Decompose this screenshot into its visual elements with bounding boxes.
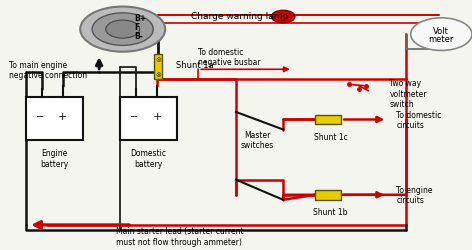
Text: +: + bbox=[58, 112, 67, 122]
Bar bbox=[154, 55, 162, 80]
Circle shape bbox=[411, 19, 472, 51]
Text: meter: meter bbox=[429, 35, 454, 44]
Text: B+: B+ bbox=[135, 14, 146, 23]
Text: To engine
circuits: To engine circuits bbox=[396, 185, 433, 205]
Text: Two way
voltmeter
switch: Two way voltmeter switch bbox=[389, 79, 427, 108]
Text: Shunt 1b: Shunt 1b bbox=[313, 207, 348, 216]
Circle shape bbox=[271, 11, 295, 24]
Text: +: + bbox=[152, 112, 162, 122]
Text: ⊗: ⊗ bbox=[155, 72, 161, 78]
Circle shape bbox=[80, 8, 165, 52]
Circle shape bbox=[92, 14, 153, 46]
Text: Main starter lead (starter current
must not flow through ammeter): Main starter lead (starter current must … bbox=[116, 226, 243, 246]
Text: To domestic
negative busbar: To domestic negative busbar bbox=[198, 48, 261, 67]
Bar bbox=[315, 115, 341, 125]
Circle shape bbox=[106, 21, 140, 39]
Text: −: − bbox=[130, 112, 139, 122]
Text: B-: B- bbox=[135, 32, 143, 41]
Text: Shunt 1c: Shunt 1c bbox=[313, 132, 347, 141]
Text: Domestic
battery: Domestic battery bbox=[131, 149, 167, 168]
Text: Master
switches: Master switches bbox=[241, 130, 274, 150]
Text: Volt: Volt bbox=[433, 27, 449, 36]
Text: F: F bbox=[135, 23, 140, 32]
Bar bbox=[26, 98, 83, 140]
Text: To main engine
negative connection: To main engine negative connection bbox=[9, 60, 88, 80]
Bar bbox=[120, 98, 177, 140]
Text: Engine
battery: Engine battery bbox=[40, 149, 68, 168]
Bar bbox=[315, 190, 341, 200]
Text: −: − bbox=[36, 112, 44, 122]
Text: ⊗: ⊗ bbox=[155, 57, 161, 63]
Text: To domestic
circuits: To domestic circuits bbox=[396, 110, 442, 130]
Text: Charge warning lamp: Charge warning lamp bbox=[191, 12, 288, 21]
Text: Shunt 1a: Shunt 1a bbox=[176, 60, 214, 70]
